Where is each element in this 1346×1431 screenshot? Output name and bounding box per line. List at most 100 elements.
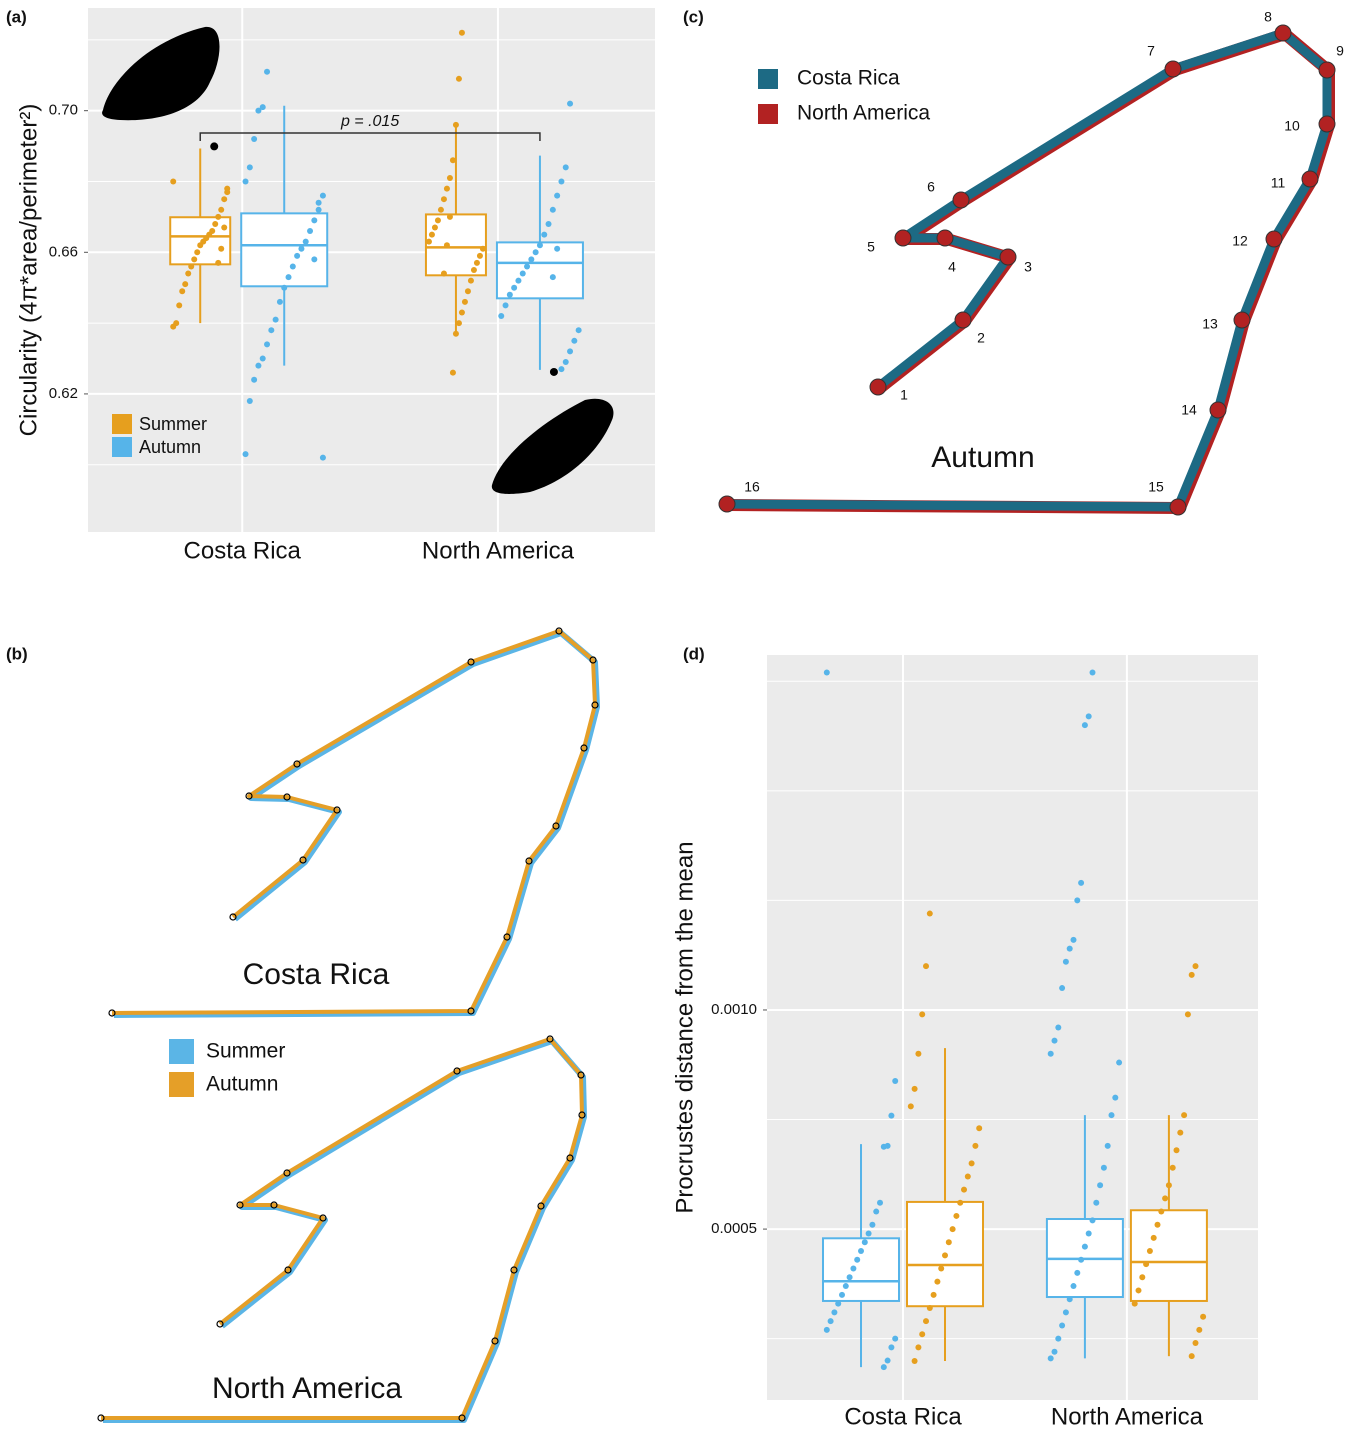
data-point	[515, 277, 522, 284]
box	[424, 213, 487, 277]
data-point	[259, 104, 266, 111]
landmark-label: 6	[927, 179, 935, 195]
landmark	[453, 1067, 461, 1075]
data-point	[524, 263, 531, 270]
data-point	[1158, 1208, 1165, 1215]
data-point	[319, 454, 326, 461]
data-point	[264, 68, 271, 75]
data-point	[923, 1318, 930, 1325]
data-point	[1066, 1296, 1073, 1303]
data-point	[567, 100, 574, 107]
legend-label: Autumn	[206, 1073, 278, 1096]
data-point	[319, 192, 326, 199]
data-point	[446, 174, 453, 181]
legend-label: Costa Rica	[797, 67, 900, 90]
data-point	[1089, 669, 1096, 676]
data-point	[431, 224, 438, 231]
data-point	[865, 1230, 872, 1237]
landmark	[591, 701, 599, 709]
data-point	[839, 1291, 846, 1298]
data-point	[440, 270, 447, 277]
data-point	[1108, 1112, 1115, 1119]
data-point	[179, 288, 186, 295]
legend-label: Summer	[206, 1040, 285, 1063]
data-point	[554, 245, 561, 252]
panel-label: (a)	[6, 7, 27, 26]
data-point	[1089, 1217, 1096, 1224]
data-point	[170, 323, 177, 330]
y-axis-title: Circularity (4π*area/perimeter²)	[15, 104, 42, 437]
data-point	[854, 1256, 861, 1263]
data-point	[1078, 879, 1085, 886]
legend-label: Autumn	[139, 437, 201, 457]
data-point	[218, 245, 225, 252]
data-point	[1116, 1059, 1123, 1066]
data-point	[571, 337, 578, 344]
landmark	[952, 191, 970, 209]
data-point	[1100, 1164, 1107, 1171]
box	[1129, 1209, 1208, 1302]
data-point	[1146, 1248, 1153, 1254]
data-point	[842, 1283, 849, 1290]
box	[495, 241, 584, 300]
landmark	[537, 1202, 545, 1210]
legend-swatch	[112, 437, 132, 457]
data-point	[467, 277, 474, 284]
x-tick-label: North America	[422, 537, 575, 564]
data-point	[1154, 1221, 1161, 1228]
data-point	[446, 213, 453, 220]
data-point	[294, 252, 301, 259]
data-point	[315, 199, 322, 206]
landmark-label: 1	[900, 387, 908, 403]
data-point	[511, 284, 518, 291]
data-point	[911, 1085, 918, 1092]
landmark	[894, 229, 912, 247]
data-point	[188, 263, 195, 270]
data-point	[877, 1199, 884, 1206]
data-point	[888, 1344, 895, 1351]
landmark	[510, 1266, 518, 1274]
data-point	[1188, 1353, 1195, 1360]
data-point	[827, 1318, 834, 1325]
silhouette	[102, 26, 220, 121]
data-point	[242, 451, 249, 458]
data-point	[449, 157, 456, 164]
landmark	[580, 744, 588, 752]
data-point	[461, 298, 468, 305]
landmark	[293, 760, 301, 768]
landmark-label: 9	[1336, 43, 1344, 59]
data-point	[926, 910, 933, 917]
data-point	[194, 249, 201, 256]
data-point	[455, 75, 462, 82]
data-point	[182, 281, 189, 288]
data-point	[281, 284, 288, 291]
p-value: p = .015	[340, 113, 399, 130]
box	[240, 212, 329, 288]
data-point	[1112, 1094, 1119, 1101]
landmark	[578, 1111, 586, 1119]
shape-title: Autumn	[931, 441, 1034, 474]
landmark	[283, 793, 291, 801]
data-point	[1192, 963, 1199, 970]
box	[822, 1237, 901, 1302]
data-point	[470, 267, 477, 273]
box	[906, 1200, 985, 1308]
landmark	[319, 1214, 327, 1222]
data-point	[957, 1199, 964, 1206]
landmark	[229, 913, 237, 921]
data-point	[861, 1239, 868, 1246]
legend-label: Summer	[139, 414, 207, 434]
panel-label: (b)	[6, 644, 28, 663]
panel-label: (c)	[683, 7, 704, 26]
data-point	[315, 206, 322, 213]
data-point	[964, 1173, 971, 1180]
data-point	[858, 1248, 865, 1254]
data-point	[170, 178, 177, 185]
data-point	[1074, 897, 1081, 904]
data-point	[823, 1326, 830, 1333]
y-tick-label: 0.0010	[711, 1001, 757, 1018]
landmark-label: 8	[1264, 9, 1272, 25]
landmark	[1209, 401, 1227, 419]
data-point	[972, 1142, 979, 1149]
data-point	[1131, 1300, 1138, 1307]
